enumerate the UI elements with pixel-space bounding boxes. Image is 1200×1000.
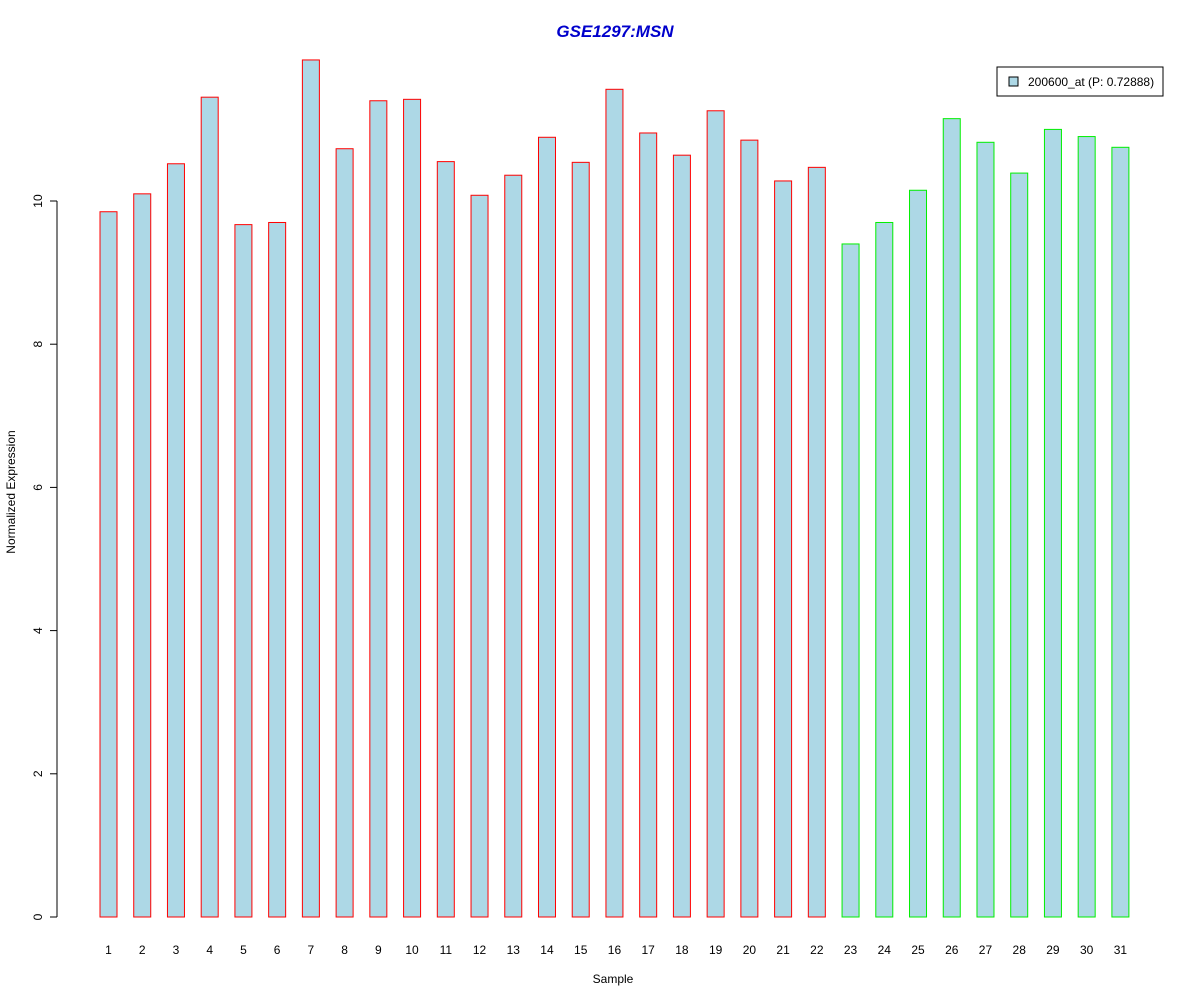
bar-sample-4 <box>200 96 219 918</box>
x-tick-label: 24 <box>878 943 892 957</box>
x-tick-label: 14 <box>540 943 554 957</box>
x-tick-label: 29 <box>1046 943 1060 957</box>
bar-sample-1 <box>99 211 118 918</box>
y-tick-label: 2 <box>31 770 45 777</box>
x-tick-label: 28 <box>1013 943 1027 957</box>
y-tick-label: 0 <box>31 913 45 920</box>
x-tick-label: 17 <box>642 943 656 957</box>
x-tick-label: 13 <box>507 943 521 957</box>
bars-group <box>99 59 1130 918</box>
y-axis: 0 2 4 6 8 10 <box>31 194 58 920</box>
x-tick-label: 15 <box>574 943 588 957</box>
bar-sample-5 <box>234 224 253 918</box>
x-tick-label: 4 <box>206 943 213 957</box>
x-tick-label: 22 <box>810 943 824 957</box>
y-tick-label: 8 <box>31 341 45 348</box>
bar-sample-31 <box>1111 146 1130 918</box>
bar-sample-20 <box>740 139 759 918</box>
x-tick-label: 9 <box>375 943 382 957</box>
bar-sample-21 <box>774 180 793 918</box>
x-tick-label: 16 <box>608 943 622 957</box>
bar-sample-22 <box>807 166 826 918</box>
bar-sample-24 <box>875 221 894 918</box>
bar-sample-28 <box>1010 172 1029 918</box>
x-axis-title: Sample <box>593 972 634 986</box>
legend-box <box>996 66 1164 97</box>
bar-sample-18 <box>672 154 691 918</box>
bar-sample-19 <box>706 110 725 918</box>
x-tick-label: 19 <box>709 943 723 957</box>
bar-sample-7 <box>301 59 320 918</box>
x-tick-label: 5 <box>240 943 247 957</box>
x-tick-label: 18 <box>675 943 689 957</box>
x-tick-label: 23 <box>844 943 858 957</box>
bar-sample-27 <box>976 141 995 918</box>
bar-sample-9 <box>369 100 388 918</box>
bar-sample-16 <box>605 88 624 918</box>
x-tick-label: 31 <box>1114 943 1128 957</box>
x-tick-label: 25 <box>911 943 925 957</box>
y-tick-label: 10 <box>31 194 45 208</box>
x-tick-label: 8 <box>341 943 348 957</box>
bar-sample-14 <box>537 136 556 918</box>
bar-sample-26 <box>942 118 961 918</box>
x-tick-label: 20 <box>743 943 757 957</box>
bar-sample-2 <box>133 193 152 918</box>
x-tick-label: 12 <box>473 943 487 957</box>
x-tick-label: 30 <box>1080 943 1094 957</box>
bar-sample-25 <box>909 189 928 918</box>
x-tick-label: 7 <box>308 943 315 957</box>
x-tick-label: 21 <box>776 943 790 957</box>
x-tick-label: 1 <box>105 943 112 957</box>
bar-sample-17 <box>639 132 658 918</box>
bar-sample-13 <box>504 174 523 918</box>
x-tick-label: 6 <box>274 943 281 957</box>
y-tick-label: 4 <box>31 627 45 634</box>
x-tick-label: 10 <box>405 943 419 957</box>
bar-sample-11 <box>436 161 455 918</box>
legend-entry-label: 200600_at (P: 0.72888) <box>1028 75 1154 89</box>
bar-sample-10 <box>403 98 422 918</box>
bar-sample-23 <box>841 243 860 918</box>
y-tick-label: 6 <box>31 484 45 491</box>
x-tick-label: 27 <box>979 943 993 957</box>
x-tick-label: 11 <box>440 943 453 957</box>
bar-sample-6 <box>268 221 287 918</box>
bar-sample-12 <box>470 194 489 918</box>
bar-sample-3 <box>166 163 185 918</box>
bar-sample-15 <box>571 161 590 918</box>
legend-swatch <box>1008 76 1019 87</box>
legend: 200600_at (P: 0.72888) <box>996 66 1164 97</box>
x-tick-label: 26 <box>945 943 959 957</box>
x-tick-labels: 1 2 3 4 5 6 7 8 9 10 11 12 13 14 15 16 17 18 19 20 21 22 23 24 2… <box>105 943 1127 957</box>
bar-sample-30 <box>1077 136 1096 918</box>
x-tick-label: 3 <box>173 943 180 957</box>
bar-sample-8 <box>335 148 354 918</box>
chart-title: GSE1297:MSN <box>556 22 674 41</box>
x-tick-label: 2 <box>139 943 146 957</box>
bar-sample-29 <box>1043 128 1062 918</box>
y-axis-title: Normalized Expression <box>4 430 18 553</box>
